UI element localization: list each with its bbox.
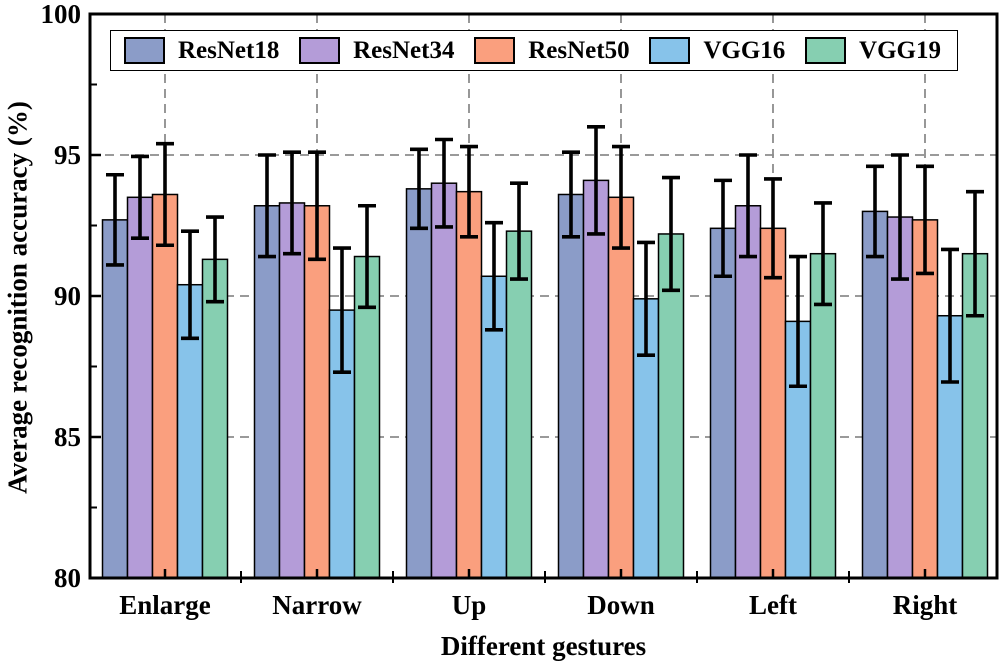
bar-resnet34-up [430, 182, 458, 579]
legend-swatch-resnet18 [124, 37, 165, 64]
bar-resnet34-left [734, 205, 762, 579]
y-tick-label: 80 [54, 563, 81, 593]
chart-legend: ResNet18 ResNet34 ResNet50 VGG16 VGG19 [110, 30, 958, 71]
legend-entry-resnet34: ResNet34 [299, 37, 454, 65]
x-category-label: Right [893, 590, 958, 620]
legend-entry-resnet50: ResNet50 [474, 36, 630, 65]
legend-label: ResNet34 [353, 36, 455, 64]
x-category-label: Left [749, 590, 797, 620]
bar-resnet18-down [557, 193, 585, 579]
legend-swatch-resnet34 [299, 37, 341, 64]
legend-label: ResNet50 [528, 36, 630, 64]
legend-label: VGG19 [859, 36, 941, 64]
y-tick-label: 100 [41, 0, 82, 29]
bar-vgg19-enlarge [201, 258, 229, 579]
legend-swatch-vgg19 [805, 37, 847, 64]
bar-resnet18-enlarge [101, 219, 129, 579]
y-tick-label: 85 [54, 422, 81, 452]
y-axis-title: Average recognition accuracy (%) [2, 101, 33, 494]
x-axis-title: Different gestures [440, 631, 647, 661]
legend-label: VGG16 [703, 36, 786, 64]
bar-resnet50-narrow [303, 205, 331, 579]
bar-vgg19-left [809, 252, 837, 579]
y-tick-label: 95 [54, 140, 81, 170]
legend-swatch-vgg16 [649, 37, 691, 64]
x-category-label: Narrow [272, 590, 362, 620]
bar-resnet34-enlarge [126, 196, 154, 579]
legend-entry-resnet18: ResNet18 [124, 37, 279, 65]
bar-resnet50-right [911, 219, 939, 579]
x-category-label: Up [452, 590, 487, 620]
bar-resnet18-left [709, 227, 737, 579]
bar-resnet50-left [759, 227, 787, 579]
y-tick-label: 90 [54, 281, 81, 311]
legend-swatch-resnet50 [474, 37, 516, 64]
bar-resnet50-enlarge [151, 193, 179, 579]
bar-resnet34-narrow [278, 202, 306, 579]
x-category-label: Enlarge [119, 590, 211, 620]
bar-resnet18-narrow [253, 205, 281, 579]
bar-resnet34-down [582, 179, 610, 579]
legend-entry-vgg16: VGG16 [649, 37, 785, 65]
legend-label: ResNet18 [178, 36, 280, 64]
bar-resnet50-up [455, 190, 483, 579]
legend-entry-vgg19: VGG19 [805, 37, 941, 65]
bar-vgg19-up [505, 230, 533, 579]
x-category-label: Down [587, 590, 655, 620]
bar-resnet50-down [607, 196, 635, 579]
bar-resnet18-up [405, 188, 433, 579]
bar-resnet18-right [861, 210, 889, 579]
